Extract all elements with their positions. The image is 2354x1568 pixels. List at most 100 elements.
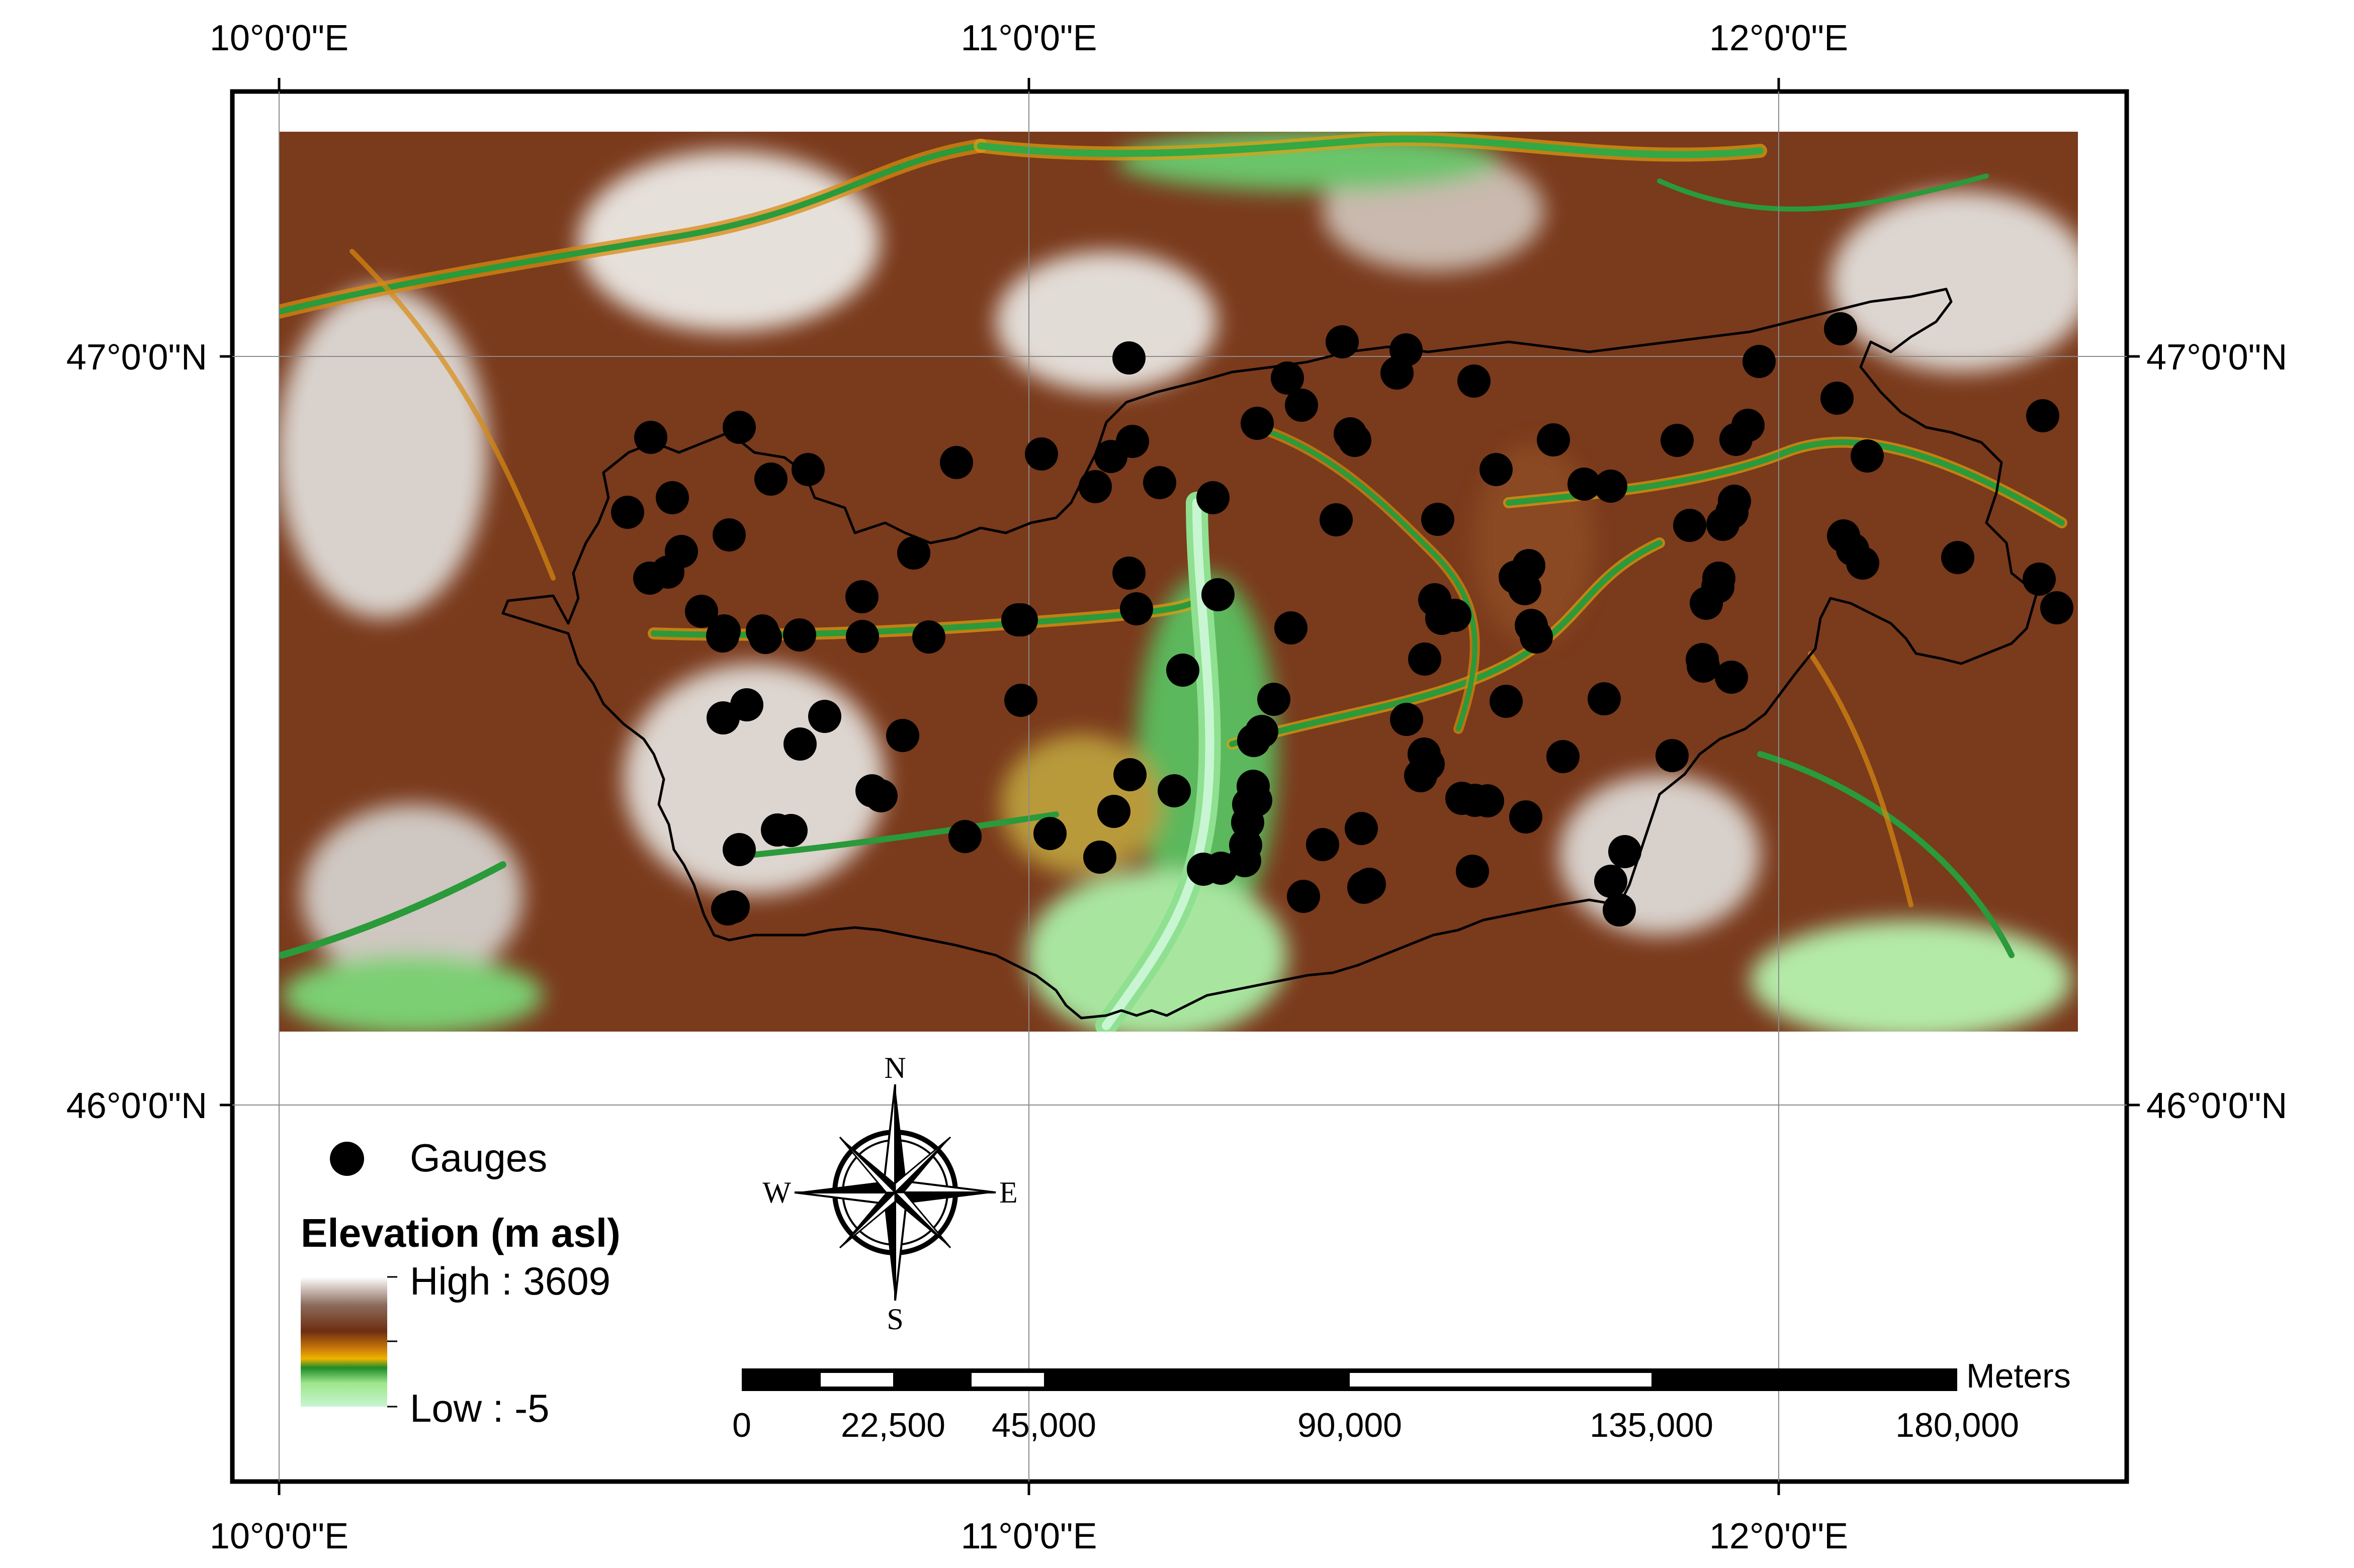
- gauge-point: [713, 518, 746, 551]
- gauge-point: [749, 621, 782, 654]
- gauge-point: [1204, 852, 1238, 885]
- gauge-point: [1715, 661, 1748, 694]
- gauge-point: [783, 727, 817, 761]
- gauge-point: [1033, 817, 1067, 850]
- scale-tick-22500: 22,500: [841, 1406, 945, 1444]
- gauge-point: [1706, 508, 1739, 541]
- scale-tick-180000: 180,000: [1895, 1406, 2019, 1444]
- scale-unit-label: Meters: [1966, 1357, 2071, 1395]
- gauge-point: [1345, 812, 1378, 845]
- graticule-lines: [232, 91, 2127, 1482]
- gauge-point: [886, 719, 919, 752]
- gauge-point: [1201, 578, 1235, 611]
- gauge-point: [1004, 684, 1037, 717]
- gauge-point: [1456, 855, 1489, 888]
- compass-rose-icon: [794, 1084, 996, 1301]
- gauge-point: [1143, 466, 1176, 499]
- elevation-color-ramp: [301, 1277, 387, 1407]
- gauge-point: [1520, 620, 1553, 654]
- elevation-raster: [279, 132, 2078, 1032]
- gauge-point: [1408, 642, 1441, 676]
- gauge-point: [1113, 758, 1147, 791]
- gauge-point: [634, 421, 667, 454]
- gauge-point: [1120, 592, 1153, 625]
- gauge-point: [1166, 654, 1199, 687]
- top-label-12e: 12°0'0"E: [1709, 18, 1848, 58]
- gauge-point: [685, 595, 718, 628]
- bottom-label-12e: 12°0'0"E: [1709, 1516, 1848, 1556]
- gauge-point: [711, 892, 744, 926]
- gauge-point: [1673, 509, 1706, 542]
- gauge-point: [1687, 650, 1720, 683]
- gauge-point: [723, 833, 756, 866]
- graticule-ticks: [220, 78, 2140, 1495]
- scale-bar: Meters 0 22,500 45,000 90,000 135,000 18…: [732, 1357, 2071, 1444]
- bottom-label-10e: 10°0'0"E: [210, 1516, 348, 1556]
- gauge-point: [808, 700, 841, 733]
- basin-boundary: [501, 288, 2038, 1020]
- scale-tick-135000: 135,000: [1590, 1406, 1713, 1444]
- legend: Gauges Elevation (m asl) High : 3609 Low…: [301, 1136, 621, 1430]
- gauge-point: [1257, 683, 1290, 716]
- gauge-point: [1083, 841, 1116, 874]
- right-label-46n: 46°0'0"N: [2146, 1086, 2287, 1126]
- gauge-point: [1742, 345, 1776, 378]
- gauge-point: [1701, 570, 1734, 603]
- bottom-label-11e: 11°0'0"E: [961, 1516, 1097, 1556]
- graticule-labels: 10°0'0"E 11°0'0"E 12°0'0"E 10°0'0"E 11°0…: [66, 18, 2288, 1556]
- gauge-point: [1241, 407, 1274, 440]
- gauge-point: [761, 813, 794, 847]
- gauge-point: [1097, 795, 1130, 828]
- gauge-point: [1025, 437, 1058, 471]
- gauge-point: [1588, 682, 1621, 715]
- scale-tick-45000: 45,000: [992, 1406, 1096, 1444]
- gauge-point: [855, 774, 889, 807]
- gauge-point: [897, 536, 930, 570]
- left-label-47n: 47°0'0"N: [66, 337, 207, 378]
- gauge-point: [1851, 439, 1884, 473]
- gauge-point: [656, 481, 689, 514]
- gauge-point: [846, 620, 879, 653]
- gauge-point: [1320, 503, 1353, 536]
- gauge-point: [1537, 423, 1570, 456]
- gauge-point: [1338, 424, 1371, 457]
- gauge-point: [2026, 399, 2059, 432]
- gauge-point: [1512, 549, 1545, 582]
- compass-s-label: S: [887, 1303, 903, 1336]
- compass-e-label: E: [999, 1176, 1018, 1209]
- gauge-point: [1546, 740, 1580, 773]
- top-label-11e: 11°0'0"E: [961, 18, 1097, 58]
- legend-gauges-label: Gauges: [410, 1136, 547, 1180]
- gauge-point: [1836, 533, 1869, 566]
- gauge-point: [912, 620, 945, 654]
- right-label-47n: 47°0'0"N: [2146, 337, 2287, 378]
- left-label-46n: 46°0'0"N: [66, 1086, 207, 1126]
- scale-tick-0: 0: [732, 1406, 751, 1444]
- gauge-point: [1824, 312, 1857, 345]
- gauge-point: [1594, 470, 1627, 503]
- gauge-point: [706, 619, 739, 653]
- compass-w-label: W: [762, 1176, 791, 1209]
- gauge-point: [1287, 880, 1320, 913]
- gauge-point: [1567, 468, 1601, 501]
- gauge-point: [1509, 800, 1542, 834]
- gauge-point: [1941, 541, 1974, 574]
- gauge-point: [1421, 503, 1454, 536]
- north-arrow: N S E W: [762, 1051, 1017, 1336]
- gauge-point: [1326, 325, 1359, 358]
- legend-elevation-title: Elevation (m asl): [301, 1211, 621, 1255]
- gauge-point: [1158, 774, 1191, 807]
- gauge-point: [1079, 470, 1112, 503]
- gauge-point: [2040, 591, 2073, 624]
- gauge-point: [1490, 685, 1523, 718]
- gauge-point: [611, 496, 644, 529]
- gauge-point: [1306, 828, 1339, 861]
- gauge-point: [1408, 737, 1441, 771]
- gauge-point: [1457, 364, 1491, 398]
- gauge-point: [845, 580, 879, 613]
- gauge-point: [1608, 835, 1641, 868]
- scale-tick-90000: 90,000: [1297, 1406, 1402, 1444]
- gauge-point: [651, 556, 684, 589]
- gauge-point: [730, 688, 763, 721]
